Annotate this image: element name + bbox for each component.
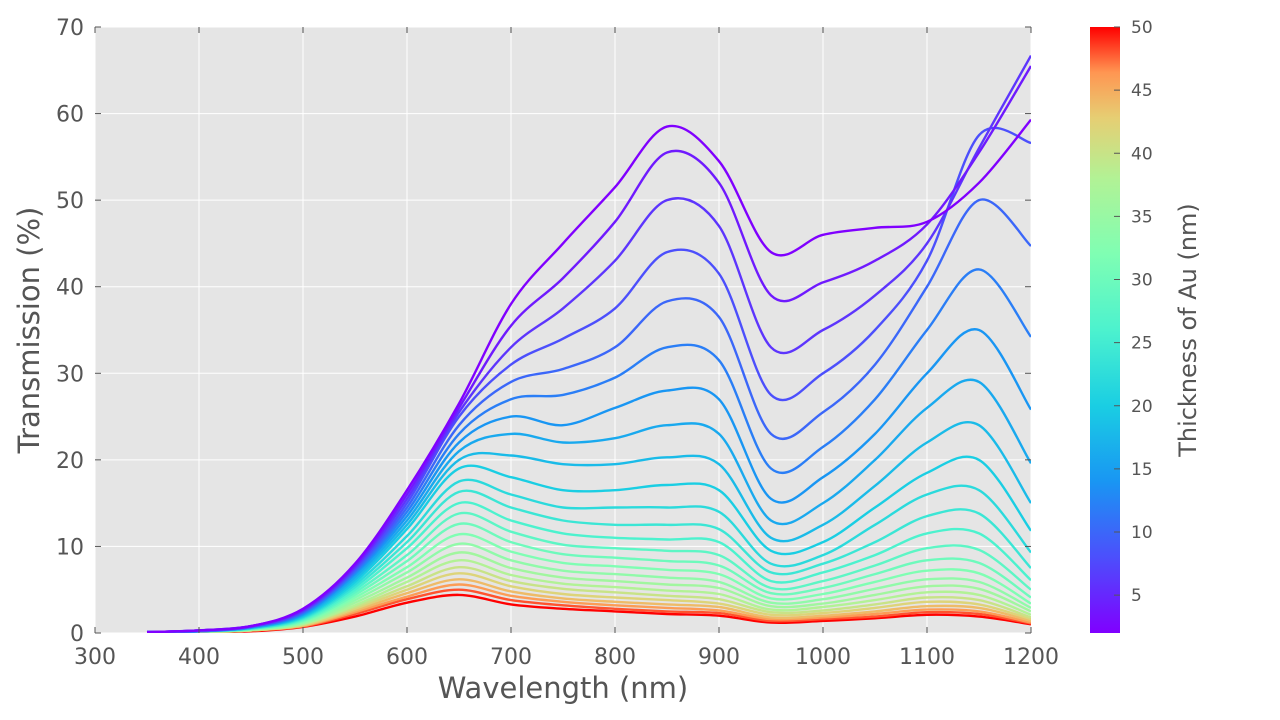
x-tick-label: 300 — [74, 645, 116, 670]
x-tick-labels: 300 400 500 600 700 800 900 1000 1100 1200 — [74, 645, 1059, 670]
colorbar-tick-label: 10 — [1131, 523, 1153, 543]
x-tick-label: 400 — [178, 645, 220, 670]
y-tick-label: 40 — [56, 276, 84, 301]
colorbar — [1090, 27, 1120, 633]
x-tick-label: 700 — [490, 645, 532, 670]
colorbar-tick-label: 20 — [1131, 397, 1153, 417]
y-tick-label: 10 — [56, 535, 84, 560]
x-axis-title: Wavelength (nm) — [438, 671, 689, 705]
y-tick-label: 50 — [56, 189, 84, 214]
x-tick-label: 1100 — [899, 645, 955, 670]
colorbar-tick-label: 25 — [1131, 334, 1153, 354]
colorbar-ticks: 5 10 15 20 25 30 35 40 45 50 — [1114, 18, 1153, 606]
plot-area — [95, 27, 1031, 633]
y-tick-label: 60 — [56, 103, 84, 128]
y-axis-title: Transmission (%) — [12, 207, 46, 455]
colorbar-tick-label: 30 — [1131, 271, 1153, 291]
series-line-2nm — [146, 118, 1031, 633]
colorbar-tick-label: 50 — [1131, 18, 1153, 38]
x-tick-label: 1000 — [795, 645, 851, 670]
axis-ticks — [94, 26, 1032, 634]
colorbar-tick-label: 35 — [1131, 207, 1153, 227]
colorbar-tick-label: 40 — [1131, 144, 1153, 164]
y-tick-label: 70 — [56, 16, 84, 41]
colorbar-tick-label: 5 — [1131, 586, 1142, 606]
series-group — [146, 55, 1031, 633]
y-tick-label: 20 — [56, 449, 84, 474]
colorbar-title: Thickness of Au (nm) — [1174, 203, 1202, 458]
x-tick-label: 1200 — [1003, 645, 1059, 670]
x-tick-label: 900 — [698, 645, 740, 670]
x-tick-label: 500 — [282, 645, 324, 670]
y-tick-label: 30 — [56, 362, 84, 387]
y-tick-label: 0 — [70, 622, 84, 647]
x-tick-label: 600 — [386, 645, 428, 670]
x-tick-label: 800 — [594, 645, 636, 670]
colorbar-tick-label: 45 — [1131, 81, 1153, 101]
colorbar-tick-label: 15 — [1131, 460, 1153, 480]
y-tick-labels: 0 10 20 30 40 50 60 70 — [56, 16, 84, 647]
